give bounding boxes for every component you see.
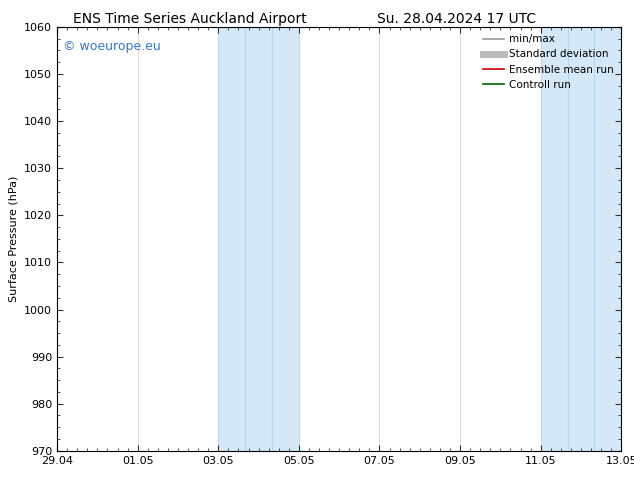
Legend: min/max, Standard deviation, Ensemble mean run, Controll run: min/max, Standard deviation, Ensemble me…: [479, 30, 618, 94]
Y-axis label: Surface Pressure (hPa): Surface Pressure (hPa): [8, 176, 18, 302]
Bar: [541, 27, 621, 451]
Bar: [218, 27, 299, 451]
Text: ENS Time Series Auckland Airport: ENS Time Series Auckland Airport: [74, 12, 307, 26]
Text: © woeurope.eu: © woeurope.eu: [63, 40, 160, 52]
Text: Su. 28.04.2024 17 UTC: Su. 28.04.2024 17 UTC: [377, 12, 536, 26]
